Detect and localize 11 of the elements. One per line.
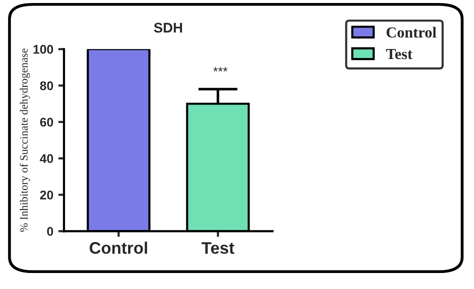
- y-tick-label: 0: [47, 227, 54, 236]
- y-tick-label: 100: [34, 44, 54, 54]
- legend-label: Control: [386, 26, 436, 38]
- y-tick-label: 80: [40, 81, 54, 90]
- y-tick-label: 20: [40, 190, 54, 200]
- annotation: ***: [213, 67, 228, 72]
- legend-label: Test: [386, 49, 412, 60]
- y-axis-title: % Inhibitory of Succinate dehydrogenase: [20, 48, 30, 232]
- y-tick-label: 40: [40, 154, 54, 164]
- y-tick-label: 60: [40, 118, 54, 127]
- chart-title: SDH: [154, 22, 182, 33]
